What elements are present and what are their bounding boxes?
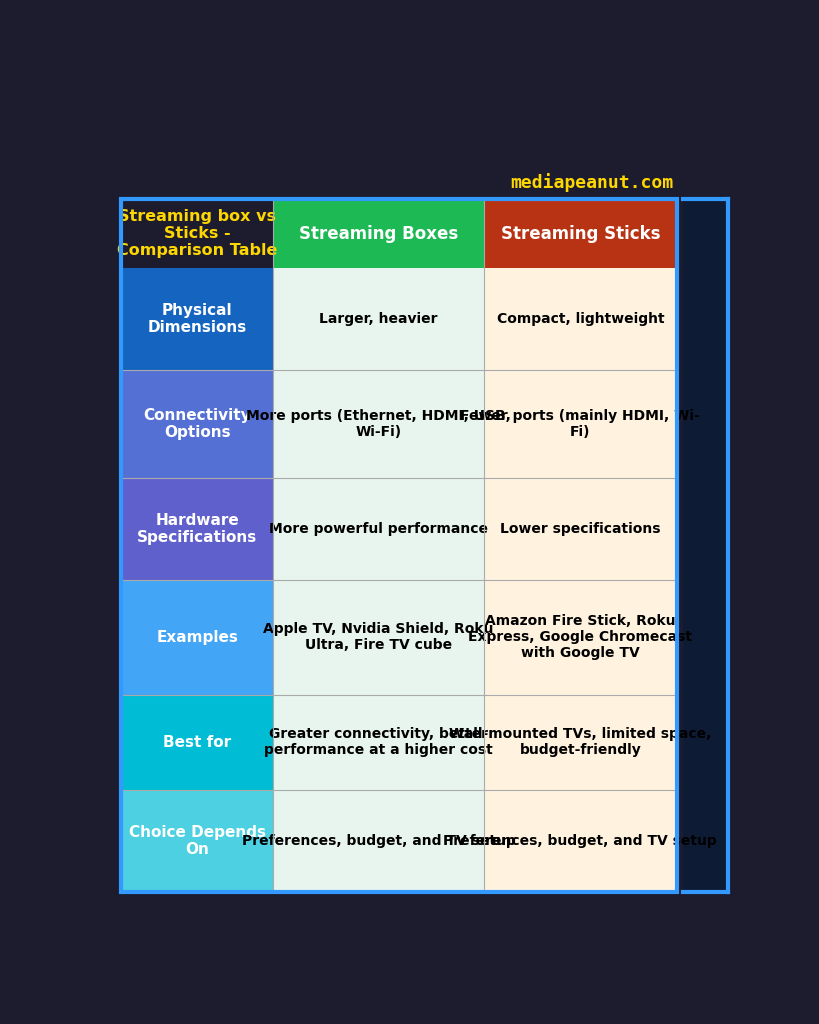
FancyBboxPatch shape xyxy=(484,694,676,790)
Text: Connectivity
Options: Connectivity Options xyxy=(143,408,251,440)
FancyBboxPatch shape xyxy=(121,370,274,478)
Text: Streaming box vs
Sticks -
Comparison Table: Streaming box vs Sticks - Comparison Tab… xyxy=(117,209,278,258)
Text: Streaming Sticks: Streaming Sticks xyxy=(500,224,660,243)
Text: Compact, lightweight: Compact, lightweight xyxy=(496,312,664,326)
Text: mediapeanut.com: mediapeanut.com xyxy=(510,173,674,193)
FancyBboxPatch shape xyxy=(121,268,274,370)
FancyBboxPatch shape xyxy=(484,580,676,694)
Text: More powerful performance: More powerful performance xyxy=(269,522,488,536)
FancyBboxPatch shape xyxy=(121,694,274,790)
FancyBboxPatch shape xyxy=(484,199,676,268)
Text: Best for: Best for xyxy=(163,735,231,750)
Text: Greater connectivity, better
performance at a higher cost: Greater connectivity, better performance… xyxy=(264,727,493,758)
FancyBboxPatch shape xyxy=(121,580,274,694)
Text: Wall-mounted TVs, limited space,
budget-friendly: Wall-mounted TVs, limited space, budget-… xyxy=(449,727,712,758)
FancyBboxPatch shape xyxy=(484,790,676,892)
FancyBboxPatch shape xyxy=(274,478,484,580)
Text: Choice Depends
On: Choice Depends On xyxy=(129,824,266,857)
FancyBboxPatch shape xyxy=(683,199,727,892)
Text: Preferences, budget, and TV setup: Preferences, budget, and TV setup xyxy=(443,834,717,848)
FancyBboxPatch shape xyxy=(121,478,274,580)
Text: Examples: Examples xyxy=(156,630,238,645)
FancyBboxPatch shape xyxy=(274,580,484,694)
Text: Streaming Boxes: Streaming Boxes xyxy=(299,224,458,243)
FancyBboxPatch shape xyxy=(484,268,676,370)
Text: Fewer ports (mainly HDMI, Wi-
Fi): Fewer ports (mainly HDMI, Wi- Fi) xyxy=(460,409,700,439)
Text: Amazon Fire Stick, Roku
Express, Google Chromecast
with Google TV: Amazon Fire Stick, Roku Express, Google … xyxy=(468,614,692,660)
FancyBboxPatch shape xyxy=(274,199,484,268)
Text: Hardware
Specifications: Hardware Specifications xyxy=(137,513,257,545)
Text: Physical
Dimensions: Physical Dimensions xyxy=(147,303,247,335)
FancyBboxPatch shape xyxy=(274,790,484,892)
Text: Preferences, budget, and TV setup: Preferences, budget, and TV setup xyxy=(242,834,515,848)
FancyBboxPatch shape xyxy=(274,268,484,370)
FancyBboxPatch shape xyxy=(484,478,676,580)
FancyBboxPatch shape xyxy=(274,694,484,790)
Text: Larger, heavier: Larger, heavier xyxy=(319,312,437,326)
FancyBboxPatch shape xyxy=(121,199,274,268)
Text: Lower specifications: Lower specifications xyxy=(500,522,661,536)
FancyBboxPatch shape xyxy=(484,370,676,478)
FancyBboxPatch shape xyxy=(274,370,484,478)
Text: Apple TV, Nvidia Shield, Roku
Ultra, Fire TV cube: Apple TV, Nvidia Shield, Roku Ultra, Fir… xyxy=(264,623,494,652)
Text: More ports (Ethernet, HDMI, USB,
Wi-Fi): More ports (Ethernet, HDMI, USB, Wi-Fi) xyxy=(246,409,511,439)
FancyBboxPatch shape xyxy=(121,790,274,892)
